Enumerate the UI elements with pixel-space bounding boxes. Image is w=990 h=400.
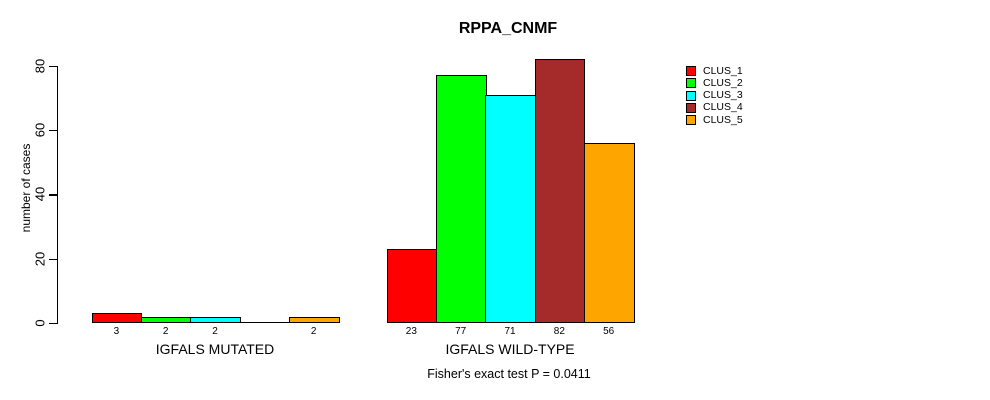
- y-tick-label: 60: [32, 122, 48, 138]
- x-category-label: IGFALS MUTATED: [155, 341, 275, 357]
- y-tick-label: 0: [32, 319, 48, 327]
- legend-swatch-clus_2: [686, 78, 696, 89]
- legend-swatch-clus_1: [686, 66, 696, 76]
- y-tick-mark: [49, 130, 57, 132]
- bar-clus_5-group2: [584, 142, 635, 323]
- bar-value-label: 3: [113, 326, 120, 337]
- y-tick-mark: [49, 323, 57, 325]
- bar-value-label: 77: [455, 326, 467, 337]
- legend-label-clus_4: CLUS_4: [703, 101, 743, 114]
- bar-value-label: 2: [310, 326, 317, 337]
- x-category-label: IGFALS WILD-TYPE: [445, 341, 575, 357]
- bar-value-label: 71: [504, 326, 516, 337]
- legend-swatch-clus_5: [686, 115, 696, 126]
- y-tick-label: 80: [32, 58, 48, 73]
- legend-swatch-clus_4: [686, 102, 696, 113]
- bar-clus_1-group1: [91, 313, 143, 323]
- y-tick-mark: [49, 258, 57, 260]
- bar-clus_1-group2: [386, 249, 438, 323]
- y-axis-line: [57, 65, 59, 324]
- fisher-test-annotation: Fisher's exact test P = 0.0411: [427, 367, 591, 381]
- legend-swatch-clus_3: [686, 90, 696, 101]
- y-tick-mark: [49, 65, 57, 67]
- y-tick-mark: [49, 194, 57, 196]
- bar-value-label: 2: [162, 326, 169, 337]
- y-axis-label: number of cases: [19, 143, 33, 233]
- bar-clus_4-group1-zero: [239, 322, 291, 324]
- y-tick-label: 20: [32, 251, 48, 266]
- bar-clus_3-group1: [190, 316, 241, 323]
- legend-label-clus_1: CLUS_1: [703, 64, 743, 77]
- bar-value-label: 23: [405, 326, 417, 337]
- chart-title: RPPA_CNMF: [458, 20, 558, 37]
- legend-label-clus_5: CLUS_5: [703, 113, 743, 126]
- bar-value-label: 56: [603, 326, 615, 337]
- bar-clus_5-group1: [289, 316, 340, 323]
- y-tick-label: 40: [32, 187, 48, 202]
- legend-label-clus_3: CLUS_3: [703, 89, 743, 102]
- bar-value-label: 2: [212, 326, 218, 337]
- bar-clus_2-group1: [141, 316, 192, 323]
- bar-clus_2-group2: [436, 75, 487, 323]
- bar-clus_3-group2: [485, 94, 536, 323]
- legend-label-clus_2: CLUS_2: [703, 76, 743, 89]
- bar-value-label: 82: [553, 326, 565, 337]
- bar-clus_4-group2: [534, 59, 586, 323]
